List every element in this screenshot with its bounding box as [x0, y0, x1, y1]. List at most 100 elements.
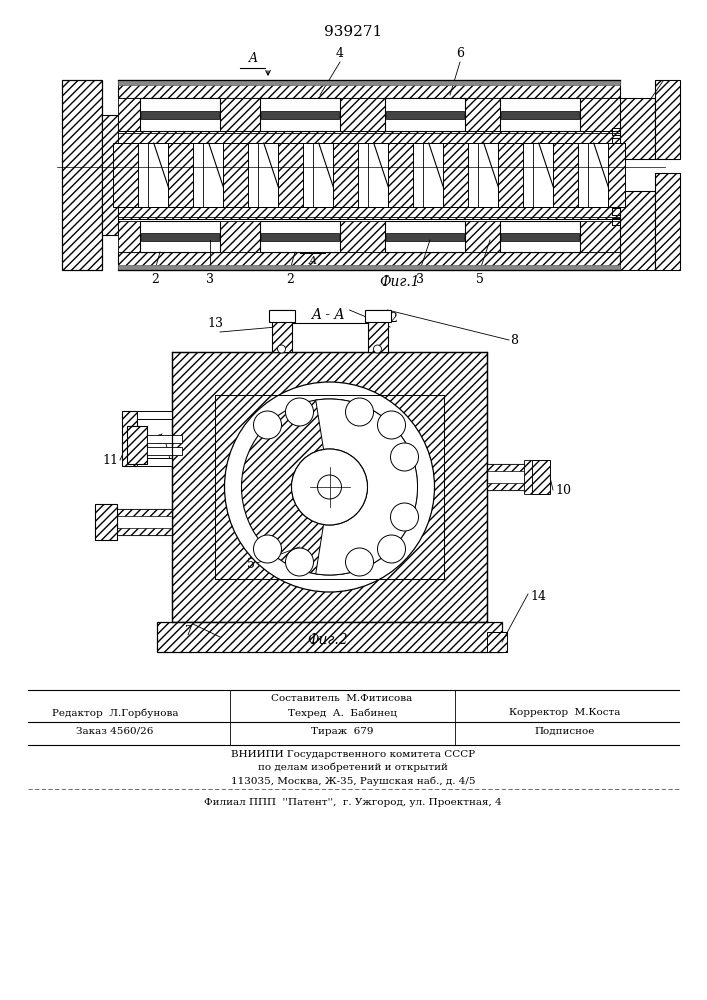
Text: 5: 5: [476, 273, 484, 286]
Circle shape: [291, 449, 368, 525]
Circle shape: [291, 449, 368, 525]
Bar: [365, 310, 390, 322]
Bar: [173, 143, 203, 207]
Bar: [147, 447, 182, 455]
Bar: [393, 143, 423, 207]
Circle shape: [254, 535, 281, 563]
Circle shape: [346, 548, 373, 576]
Bar: [487, 464, 532, 471]
Polygon shape: [316, 399, 417, 575]
Polygon shape: [443, 143, 468, 207]
Text: 11: 11: [102, 454, 118, 466]
Text: 8: 8: [510, 334, 518, 347]
Bar: [118, 80, 620, 98]
Text: Заказ 4560/26: Заказ 4560/26: [76, 727, 153, 736]
Text: Редактор  Л.Горбунова: Редактор Л.Горбунова: [52, 708, 178, 718]
Polygon shape: [223, 143, 247, 207]
Text: 7: 7: [185, 625, 193, 638]
Bar: [613, 143, 620, 207]
Text: 10: 10: [555, 484, 571, 496]
Bar: [503, 143, 533, 207]
Bar: [141, 232, 219, 240]
Bar: [140, 98, 220, 131]
Bar: [340, 221, 385, 252]
Bar: [118, 221, 140, 252]
Bar: [62, 80, 102, 270]
Text: б: б: [156, 434, 163, 446]
Bar: [487, 483, 532, 490]
Bar: [118, 80, 620, 85]
Bar: [95, 504, 117, 540]
Text: A: A: [248, 52, 257, 65]
Bar: [500, 221, 580, 252]
Circle shape: [378, 535, 406, 563]
Circle shape: [390, 443, 419, 471]
Bar: [501, 232, 579, 240]
Text: 12: 12: [382, 312, 398, 325]
Polygon shape: [113, 143, 138, 207]
Bar: [465, 221, 500, 252]
Bar: [386, 110, 464, 118]
Bar: [532, 460, 550, 494]
Text: по делам изобретений и открытий: по делам изобретений и открытий: [258, 763, 448, 772]
Bar: [118, 252, 620, 270]
Bar: [117, 509, 172, 516]
Bar: [620, 191, 655, 270]
Bar: [269, 310, 295, 322]
Bar: [338, 143, 368, 207]
Bar: [260, 98, 340, 131]
Bar: [118, 133, 620, 143]
Text: 2: 2: [151, 273, 159, 286]
Bar: [386, 232, 464, 240]
Circle shape: [317, 475, 341, 499]
Polygon shape: [498, 143, 522, 207]
Circle shape: [346, 398, 373, 426]
Text: Фиг.1: Фиг.1: [380, 275, 421, 289]
Bar: [340, 98, 385, 131]
Bar: [127, 426, 147, 464]
Bar: [102, 115, 118, 235]
Text: 2: 2: [286, 273, 294, 286]
Text: Тираж  679: Тираж 679: [311, 727, 373, 736]
Bar: [118, 207, 620, 217]
Polygon shape: [168, 143, 193, 207]
Circle shape: [286, 398, 313, 426]
Text: A: A: [309, 256, 317, 266]
Bar: [368, 310, 387, 352]
Bar: [501, 110, 579, 118]
Bar: [487, 464, 532, 490]
Bar: [580, 98, 620, 131]
Bar: [385, 221, 465, 252]
Text: 9: 9: [110, 514, 118, 526]
Bar: [385, 98, 465, 131]
Bar: [117, 509, 172, 535]
Text: 6: 6: [456, 47, 464, 60]
Circle shape: [286, 548, 313, 576]
Text: 3: 3: [416, 273, 424, 286]
Bar: [283, 143, 313, 207]
Text: Филиал ППП  ''Патент'',  г. Ужгород, ул. Проектная, 4: Филиал ППП ''Патент'', г. Ужгород, ул. П…: [204, 798, 502, 807]
Bar: [271, 310, 291, 352]
Circle shape: [225, 382, 435, 592]
Text: A - A: A - A: [311, 308, 345, 322]
Circle shape: [390, 503, 419, 531]
Bar: [122, 411, 137, 466]
Bar: [141, 110, 219, 118]
Bar: [220, 98, 260, 131]
Bar: [580, 221, 620, 252]
Bar: [500, 98, 580, 131]
Bar: [558, 143, 588, 207]
Circle shape: [278, 345, 286, 353]
Bar: [260, 221, 340, 252]
Bar: [118, 265, 620, 270]
Bar: [137, 458, 172, 466]
Bar: [118, 98, 140, 131]
Bar: [118, 207, 620, 219]
Text: 4: 4: [336, 47, 344, 60]
Bar: [524, 460, 532, 494]
Circle shape: [254, 411, 281, 439]
Text: Составитель  М.Фитисова: Составитель М.Фитисова: [271, 694, 413, 703]
Bar: [487, 632, 507, 652]
Text: 14: 14: [530, 589, 546, 602]
Text: Подписное: Подписное: [534, 727, 595, 736]
